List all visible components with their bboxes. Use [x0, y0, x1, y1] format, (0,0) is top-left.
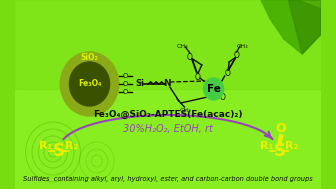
Text: Fe₃O₄@SiO₂-APTES(Fe(acac)₂): Fe₃O₄@SiO₂-APTES(Fe(acac)₂) [93, 109, 243, 119]
Text: O: O [194, 73, 200, 81]
Text: R₁: R₁ [39, 141, 52, 151]
Bar [15, 0, 321, 89]
Text: Si: Si [135, 80, 144, 88]
Polygon shape [261, 0, 321, 54]
Text: O: O [122, 89, 128, 95]
Text: S: S [274, 142, 285, 160]
Text: O: O [234, 51, 239, 60]
Text: O: O [220, 92, 226, 101]
Circle shape [70, 62, 110, 106]
Text: Fe: Fe [207, 84, 220, 94]
Polygon shape [289, 0, 321, 54]
Text: N: N [163, 80, 171, 88]
Text: SiO₂: SiO₂ [81, 53, 98, 61]
Text: Fe₃O₄: Fe₃O₄ [78, 80, 101, 88]
Text: Sulfides  containing alkyl, aryl, hydroxyl, ester, and carbon-carbon double bond: Sulfides containing alkyl, aryl, hydroxy… [23, 176, 313, 182]
Text: O: O [122, 81, 128, 87]
Circle shape [60, 52, 119, 116]
Text: R₁: R₁ [260, 141, 273, 151]
Text: CH₃: CH₃ [237, 43, 249, 49]
Text: S: S [52, 142, 65, 160]
Text: R₂: R₂ [286, 141, 299, 151]
Text: O: O [276, 122, 287, 135]
Text: 30%H₂O₂, EtOH, rt: 30%H₂O₂, EtOH, rt [123, 124, 213, 134]
Text: R₂: R₂ [65, 141, 78, 151]
Text: CH₃: CH₃ [177, 44, 188, 50]
Text: O: O [187, 53, 193, 61]
Text: O: O [122, 73, 128, 79]
Text: O: O [224, 70, 230, 78]
Circle shape [204, 78, 224, 100]
Text: CH₃: CH₃ [179, 108, 191, 114]
